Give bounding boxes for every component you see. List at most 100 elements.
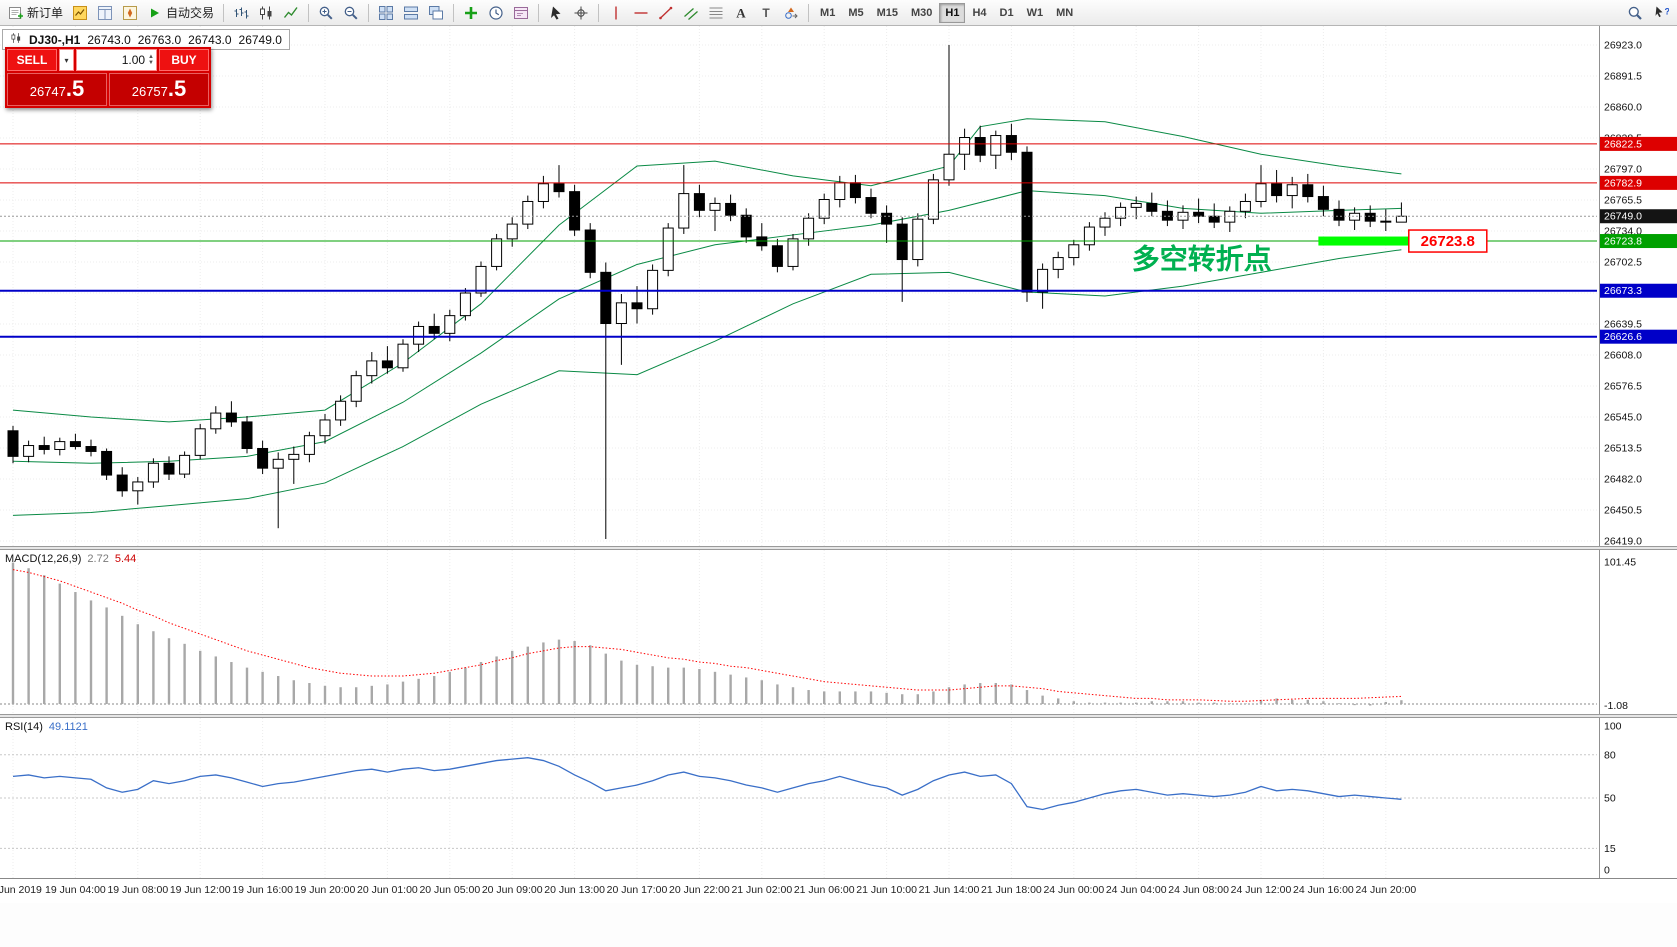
- zoom-out-icon: [343, 5, 359, 21]
- main-chart[interactable]: 多空转折点26723.826923.026891.526860.026828.5…: [0, 26, 1677, 546]
- macd-histogram: [11, 562, 1403, 706]
- help-cursor-icon: ?: [1653, 5, 1669, 21]
- arrange-windows-icon: [403, 5, 419, 21]
- autotrading-button[interactable]: 自动交易: [143, 2, 218, 24]
- price-tick: 26860.0: [1604, 102, 1642, 114]
- price-tick: 26923.0: [1604, 40, 1642, 52]
- market-watch-button[interactable]: [68, 2, 92, 24]
- cursor-button[interactable]: [544, 2, 568, 24]
- time-label: 24 Jun 16:00: [1293, 884, 1354, 896]
- channel-button[interactable]: [679, 2, 703, 24]
- time-label: 20 Jun 22:00: [669, 884, 730, 896]
- price-tick: 26450.5: [1604, 505, 1642, 517]
- highlight-zone[interactable]: [1318, 236, 1420, 246]
- tf-m15[interactable]: M15: [871, 3, 904, 23]
- text-button[interactable]: A: [729, 2, 753, 24]
- time-label: 21 Jun 10:00: [856, 884, 917, 896]
- buy-price[interactable]: 26757.5: [109, 73, 209, 106]
- price-chip-26749.0: [1600, 209, 1677, 224]
- help-cursor-button[interactable]: ?: [1649, 2, 1673, 24]
- vertical-line-button[interactable]: [604, 2, 628, 24]
- panel-splitter-macd[interactable]: [0, 546, 1677, 550]
- zoom-in-icon: [318, 5, 334, 21]
- toolbar-right-group: ?: [1623, 2, 1673, 24]
- label-button[interactable]: T: [754, 2, 778, 24]
- status-bar: [0, 903, 1677, 947]
- tile-windows-button[interactable]: [374, 2, 398, 24]
- candlestick-chart-button[interactable]: [254, 2, 278, 24]
- rsi-value: 49.1121: [48, 721, 88, 733]
- price-callout-box[interactable]: [1408, 229, 1488, 253]
- rsi-line: [12, 757, 1402, 811]
- volume-dropdown-button[interactable]: ▾: [59, 49, 74, 71]
- bar-chart-button[interactable]: [229, 2, 253, 24]
- sell-price[interactable]: 26747.5: [7, 73, 107, 106]
- arrange-windows-button[interactable]: [399, 2, 423, 24]
- tf-h1[interactable]: H1: [939, 2, 966, 23]
- search-button[interactable]: [1623, 2, 1647, 24]
- zoom-in-button[interactable]: [314, 2, 338, 24]
- tile-windows-icon: [378, 5, 394, 21]
- time-label: 20 Jun 09:00: [481, 884, 543, 896]
- buy-price-pips: .5: [167, 76, 187, 101]
- rsi-axis-label: 50: [1604, 793, 1616, 805]
- trendline-button[interactable]: [654, 2, 678, 24]
- tf-h4[interactable]: H4: [966, 3, 992, 23]
- candles-chart-icon: [258, 5, 274, 21]
- sell-price-pips: .5: [65, 76, 85, 101]
- annotation-note[interactable]: 多空转折点: [1132, 243, 1272, 275]
- price-chip-26822.5: [1600, 136, 1677, 151]
- cascade-windows-button[interactable]: [424, 2, 448, 24]
- crosshair-button[interactable]: [569, 2, 593, 24]
- tf-m5[interactable]: M5: [842, 3, 869, 23]
- new-order-button[interactable]: 新订单: [4, 2, 67, 24]
- buy-button[interactable]: BUY: [159, 49, 209, 71]
- time-label: 19 Jun 2019: [0, 884, 42, 896]
- macd-main-value: 2.72: [87, 553, 109, 565]
- volume-field[interactable]: 1.00 ▲ ▼: [76, 49, 157, 71]
- market-watch-icon: [72, 5, 88, 21]
- spin-up-icon[interactable]: ▲: [148, 54, 154, 60]
- new-order-button-label: 新订单: [27, 6, 64, 20]
- panel-splitter-rsi[interactable]: [0, 714, 1677, 718]
- spin-down-icon[interactable]: ▼: [148, 60, 154, 66]
- time-label: 20 Jun 01:00: [357, 884, 418, 896]
- time-label: 19 Jun 04:00: [45, 884, 106, 896]
- volume-spinner[interactable]: ▲ ▼: [148, 54, 154, 66]
- candles: [7, 45, 1407, 540]
- caret-down-icon: ▾: [64, 55, 69, 65]
- time-label: 21 Jun 18:00: [981, 884, 1042, 896]
- line-chart-button[interactable]: [279, 2, 303, 24]
- rsi-chart[interactable]: 100 80 50 15 0: [0, 718, 1677, 878]
- indicators-button[interactable]: [459, 2, 483, 24]
- price-chip-26626.6: [1600, 329, 1677, 344]
- data-window-button[interactable]: [93, 2, 117, 24]
- svg-text:T: T: [762, 6, 770, 20]
- zoom-out-button[interactable]: [339, 2, 363, 24]
- tf-w1[interactable]: W1: [1021, 3, 1050, 23]
- horizontal-line-button[interactable]: [629, 2, 653, 24]
- fibonacci-button[interactable]: [704, 2, 728, 24]
- svg-text:26723.8: 26723.8: [1604, 236, 1642, 248]
- sell-button[interactable]: SELL: [7, 49, 57, 71]
- tf-mn[interactable]: MN: [1050, 3, 1079, 23]
- macd-axis-label: 101.45: [1604, 557, 1636, 569]
- rsi-axis-label: 15: [1604, 843, 1616, 855]
- time-label: 20 Jun 13:00: [544, 884, 605, 896]
- time-label: 24 Jun 00:00: [1043, 884, 1105, 896]
- macd-chart[interactable]: 101.45 -1.08: [0, 550, 1677, 714]
- one-click-trading-panel: SELL ▾ 1.00 ▲ ▼ BUY 26747.5 26757.5: [5, 47, 211, 108]
- tf-d1[interactable]: D1: [994, 3, 1020, 23]
- price-tick: 26419.0: [1604, 536, 1642, 547]
- templates-button[interactable]: [509, 2, 533, 24]
- navigator-button[interactable]: [118, 2, 142, 24]
- periods-button[interactable]: [484, 2, 508, 24]
- macd-signal-line: [12, 569, 1402, 702]
- rsi-header: RSI(14) 49.1121: [5, 721, 88, 733]
- tf-m30[interactable]: M30: [905, 3, 938, 23]
- price-tick: 26545.0: [1604, 412, 1642, 424]
- time-label: 19 Jun 12:00: [169, 884, 231, 896]
- tf-m1[interactable]: M1: [814, 3, 841, 23]
- shapes-button[interactable]: [779, 2, 803, 24]
